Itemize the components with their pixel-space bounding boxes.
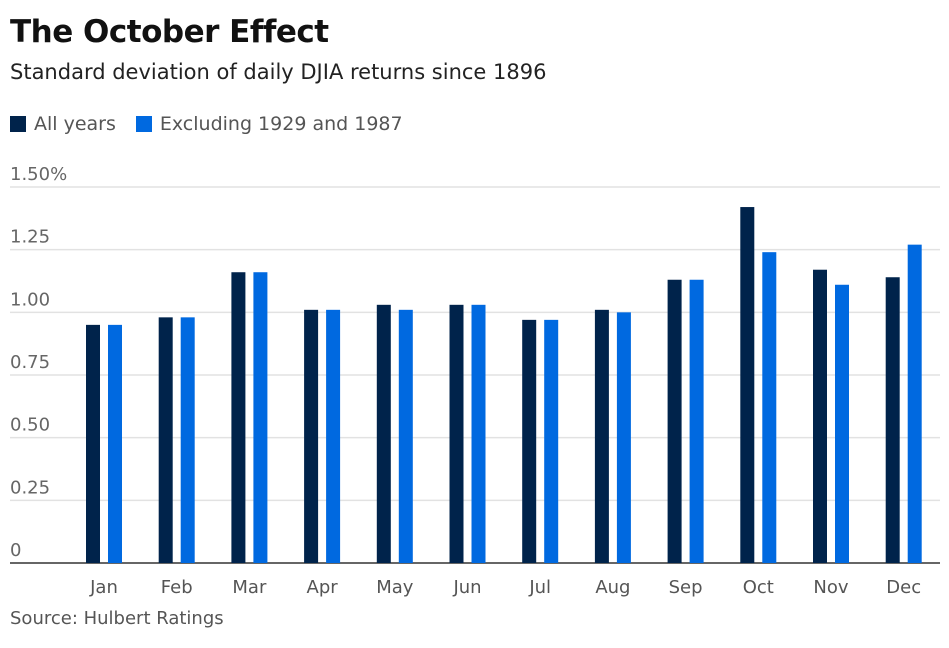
bar-mar-series-1: [231, 272, 246, 563]
legend-swatch: [135, 116, 152, 132]
bar-jun-series-2: [471, 304, 486, 563]
bar-feb-series-2: [180, 317, 195, 563]
bar-jul-series-2: [544, 319, 559, 563]
bar-jan-series-1: [86, 324, 100, 563]
bar-dec-series-1: [885, 277, 900, 563]
x-tick-label: Sep: [669, 577, 703, 598]
bar-aug-series-2: [616, 312, 631, 563]
y-tick-label: 1.00: [10, 289, 50, 310]
bar-may-series-2: [398, 309, 413, 563]
chart-source: Source: Hulbert Ratings: [10, 608, 224, 629]
bar-jun-series-1: [449, 304, 464, 563]
bar-jan-series-2: [108, 324, 122, 563]
x-tick-label: Oct: [743, 577, 774, 598]
chart-subtitle: Standard deviation of daily DJIA returns…: [10, 60, 547, 84]
bar-oct-series-2: [762, 252, 777, 563]
x-tick-label: Mar: [232, 577, 267, 598]
bar-dec-series-2: [907, 244, 922, 564]
y-tick-label: 1.50%: [10, 164, 67, 185]
chart-title: The October Effect: [10, 14, 329, 50]
bar-aug-series-1: [594, 309, 609, 563]
x-tick-label: Apr: [307, 577, 339, 598]
bar-sep-series-2: [689, 279, 704, 563]
y-tick-label: 0.75: [10, 352, 50, 373]
x-tick-label: Jan: [89, 577, 118, 598]
bar-nov-series-1: [813, 269, 827, 563]
x-tick-label: Jul: [528, 577, 551, 598]
y-tick-label: 0.50: [10, 415, 50, 436]
bar-sep-series-1: [667, 279, 682, 563]
bar-mar-series-2: [253, 272, 268, 563]
legend-swatch: [10, 116, 26, 132]
legend-item-excluding: Excluding 1929 and 1987: [135, 113, 403, 135]
x-tick-label: Aug: [595, 577, 630, 598]
legend-label: Excluding 1929 and 1987: [159, 113, 403, 135]
x-tick-label: May: [376, 577, 414, 598]
bar-apr-series-1: [304, 309, 319, 563]
legend-item-all-years: All years: [10, 113, 116, 135]
y-tick-label: 0: [10, 540, 21, 561]
x-tick-label: Dec: [886, 577, 921, 598]
legend-label: All years: [34, 113, 116, 135]
y-tick-label: 1.25: [10, 227, 50, 248]
x-tick-label: Jun: [452, 577, 481, 598]
y-tick-label: 0.25: [10, 477, 50, 498]
x-tick-label: Feb: [161, 577, 193, 598]
bar-nov-series-2: [835, 284, 849, 563]
bar-jul-series-1: [522, 319, 537, 563]
bar-oct-series-1: [740, 207, 755, 563]
bar-feb-series-1: [158, 317, 173, 563]
x-tick-label: Nov: [813, 577, 848, 598]
bar-may-series-1: [376, 304, 391, 563]
bar-apr-series-2: [326, 309, 341, 563]
legend: All years Excluding 1929 and 1987: [10, 113, 403, 135]
